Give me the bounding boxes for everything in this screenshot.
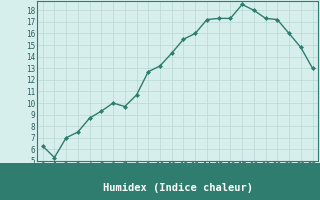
Text: Humidex (Indice chaleur): Humidex (Indice chaleur) bbox=[103, 183, 252, 193]
